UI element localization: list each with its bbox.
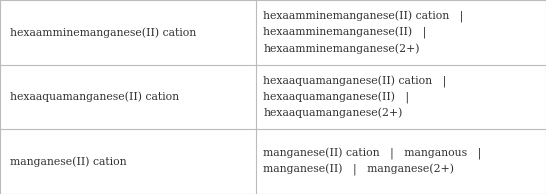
Text: hexaaquamanganese(II) cation   |
hexaaquamanganese(II)   |
hexaaquamanganese(2+): hexaaquamanganese(II) cation | hexaaquam… bbox=[263, 76, 447, 118]
Text: hexaamminemanganese(II) cation   |
hexaamminemanganese(II)   |
hexaamminemangane: hexaamminemanganese(II) cation | hexaamm… bbox=[263, 11, 464, 54]
Text: hexaaquamanganese(II) cation: hexaaquamanganese(II) cation bbox=[10, 92, 179, 102]
Text: hexaamminemanganese(II) cation: hexaamminemanganese(II) cation bbox=[10, 27, 196, 38]
Text: manganese(II) cation   |   manganous   |
manganese(II)   |   manganese(2+): manganese(II) cation | manganous | manga… bbox=[263, 148, 482, 176]
Text: manganese(II) cation: manganese(II) cation bbox=[10, 156, 127, 167]
